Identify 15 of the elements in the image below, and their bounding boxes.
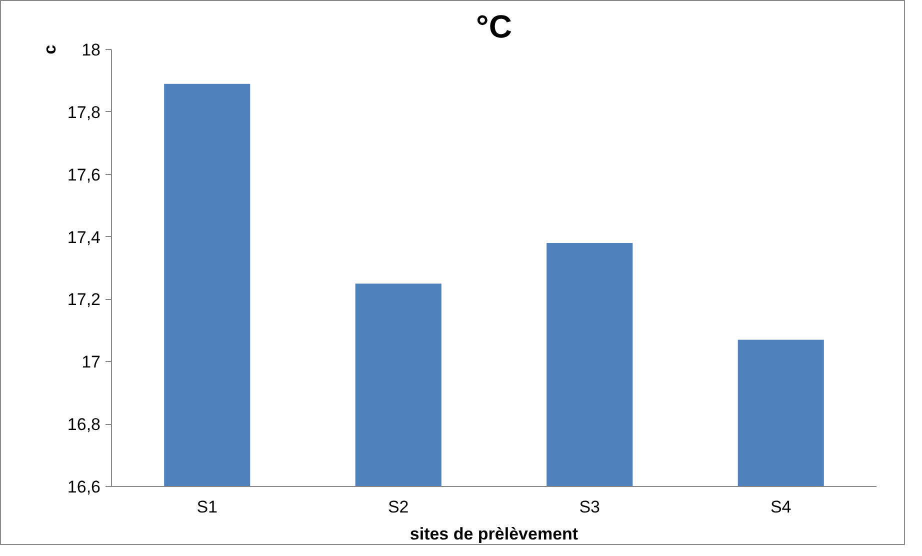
y-tick-label: 17,2 [67, 290, 101, 310]
y-tick-label: 18 [82, 40, 101, 60]
x-tick-label: S2 [388, 498, 409, 516]
x-tick-label: S1 [196, 498, 218, 516]
y-tick-label: 16,8 [67, 415, 101, 434]
y-tick-label: 17,4 [67, 228, 101, 247]
x-axis-title: sites de prèlèvement [410, 524, 578, 544]
chart-title: °C [476, 8, 512, 44]
x-tick-label: S4 [770, 498, 792, 516]
y-tick-label: 16,6 [67, 478, 101, 496]
y-axis-title: c [40, 44, 60, 54]
y-tick-label: 17 [82, 352, 101, 372]
x-tick-label: S3 [579, 498, 600, 516]
y-tick-label: 17,8 [67, 102, 101, 122]
y-tick-label: 17,6 [67, 165, 101, 184]
